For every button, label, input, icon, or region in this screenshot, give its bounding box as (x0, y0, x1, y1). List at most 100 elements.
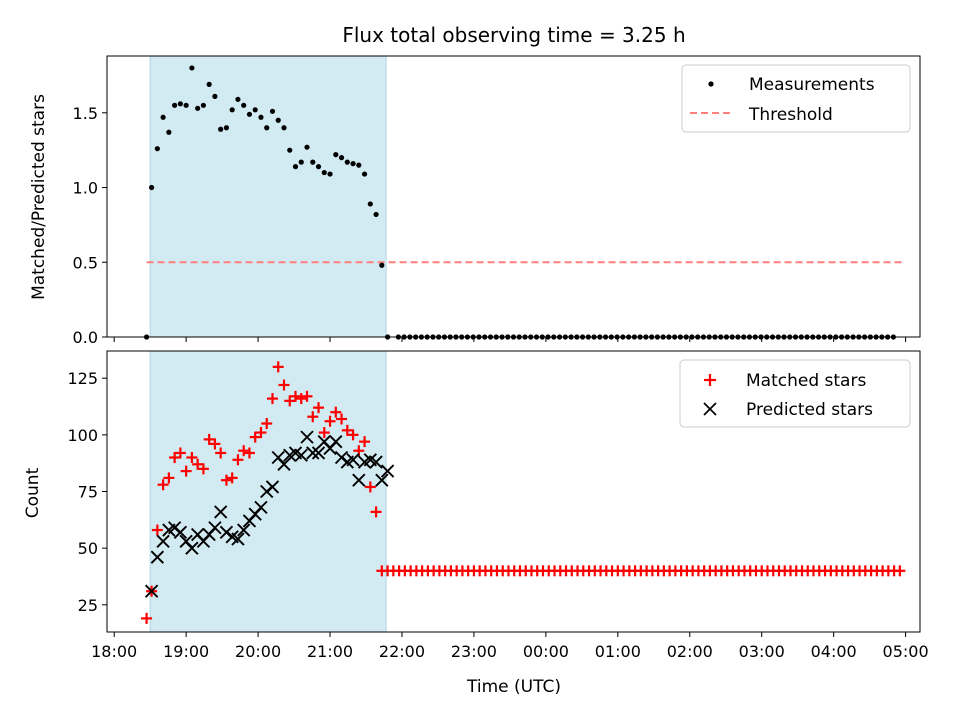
measurement-point (200, 102, 207, 108)
predicted-stars-point (185, 541, 199, 555)
measurement-point (327, 171, 333, 177)
matched-stars-point (163, 472, 175, 484)
matched-stars-point (301, 390, 313, 402)
predicted-stars-point (265, 480, 280, 494)
matched-stars-point (192, 458, 204, 470)
measurement-point (373, 211, 379, 218)
measurement-point (361, 171, 368, 177)
matched-stars-point (278, 379, 290, 391)
legend-predicted-label: Predicted stars (746, 400, 873, 420)
predicted-stars-point (144, 584, 159, 598)
legend-measurements-label: Measurements (749, 75, 875, 95)
matched-stars-point (186, 452, 198, 464)
matched-stars-point (290, 390, 302, 402)
measurement-point (298, 159, 304, 165)
measurement-point (275, 117, 281, 123)
measurement-point (281, 125, 287, 131)
measurement-point (258, 114, 264, 120)
top-panel: 0.0 0.5 1.0 1.5 Matched/Predicted stars Mea… (29, 55, 921, 347)
bottom-xtick-label: 01:00 (595, 642, 641, 661)
bottom-xtick-label: 20:00 (235, 642, 281, 661)
predicted-stars-point (237, 523, 251, 537)
bottom-x-axis: 18:00 19:00 20:00 21:00 22:00 23:00 00:00 01:00… (91, 632, 929, 661)
measurement-point (350, 161, 356, 167)
matched-stars-point (347, 429, 359, 441)
matched-stars-point (255, 427, 267, 439)
measurement-point (356, 162, 362, 168)
bottom-y-axis-label: Count (23, 467, 43, 518)
predicted-stars-point (150, 550, 165, 564)
bottom-y-axis: 25 50 75 100 125 (67, 369, 107, 615)
matched-stars-point (359, 436, 371, 448)
predicted-stars-point (346, 453, 360, 467)
bottom-xtick-label: 05:00 (883, 642, 929, 661)
measurement-point (344, 159, 350, 165)
matched-stars-point (169, 452, 181, 464)
measurement-point (241, 102, 247, 108)
matched-stars-point (330, 406, 342, 418)
predicted-stars-point (375, 473, 389, 487)
matched-stars-point (894, 565, 906, 577)
bottom-ytick-label: 100 (67, 426, 98, 445)
matched-stars-point (243, 447, 255, 459)
measurement-point (206, 81, 212, 87)
bottom-legend: Matched stars Predicted stars (679, 359, 911, 428)
top-ytick-label: 1.5 (73, 104, 98, 123)
measurement-point (315, 164, 322, 170)
matched-stars-point (174, 447, 186, 459)
matched-stars-point (232, 454, 244, 466)
bottom-xtick-label: 23:00 (451, 642, 497, 661)
bottom-xtick-label: 00:00 (523, 642, 569, 661)
bottom-ytick-label: 75 (78, 483, 98, 502)
matched-stars-point (197, 463, 209, 475)
top-ytick-label: 0.5 (73, 253, 98, 272)
legend-measurements-marker (708, 81, 714, 87)
measurement-point (367, 201, 373, 207)
matched-stars-point (341, 424, 353, 436)
figure-title: Flux total observing time = 3.25 h (342, 23, 685, 47)
matched-stars-point (336, 413, 348, 425)
legend-predicted-marker (703, 402, 717, 416)
measurement-point (218, 126, 224, 132)
matched-stars-point (313, 402, 325, 414)
matched-stars-point (284, 395, 296, 407)
measurement-point (292, 164, 299, 170)
bottom-legend-box (679, 359, 911, 428)
matched-stars-point (295, 393, 307, 405)
measurement-point (287, 147, 293, 153)
matched-stars-point (151, 524, 163, 536)
measurement-point (223, 125, 230, 131)
measurement-point (264, 125, 270, 131)
bottom-ytick-label: 125 (67, 369, 98, 388)
bottom-xtick-label: 03:00 (739, 642, 785, 661)
measurement-point (160, 114, 166, 120)
predicted-stars-point (277, 457, 291, 471)
predicted-stars-point (329, 434, 343, 449)
predicted-stars-point (208, 521, 222, 535)
bottom-xtick-label: 18:00 (91, 642, 137, 661)
bottom-panel-marks (141, 361, 906, 624)
top-ytick-label: 0.0 (73, 328, 98, 347)
predicted-stars-point (352, 473, 366, 487)
legend-matched-marker (704, 374, 716, 386)
matched-stars-point (180, 465, 192, 477)
measurement-point (172, 102, 178, 108)
legend-matched-label: Matched stars (746, 371, 866, 391)
top-x-axis (113, 337, 907, 342)
top-y-axis: 0.0 0.5 1.0 1.5 (73, 104, 107, 347)
matched-stars-point (324, 415, 336, 427)
matched-stars-point (209, 438, 221, 450)
top-panel-frame (106, 55, 921, 338)
matched-stars-point (266, 393, 278, 405)
measurement-point (304, 144, 310, 150)
top-panel-highlight-span (149, 55, 387, 338)
measurement-point (310, 159, 316, 165)
predicted-stars-point (300, 430, 314, 444)
top-legend: Measurements Threshold (681, 64, 911, 133)
predicted-stars-point (214, 505, 228, 519)
bottom-panel: 25 50 75 100 125 18:00 19:00 20:00 21:00 22:00 23… (23, 350, 929, 697)
matched-stars-point (307, 411, 319, 423)
matched-stars-point (364, 481, 376, 493)
measurement-point (252, 107, 258, 113)
